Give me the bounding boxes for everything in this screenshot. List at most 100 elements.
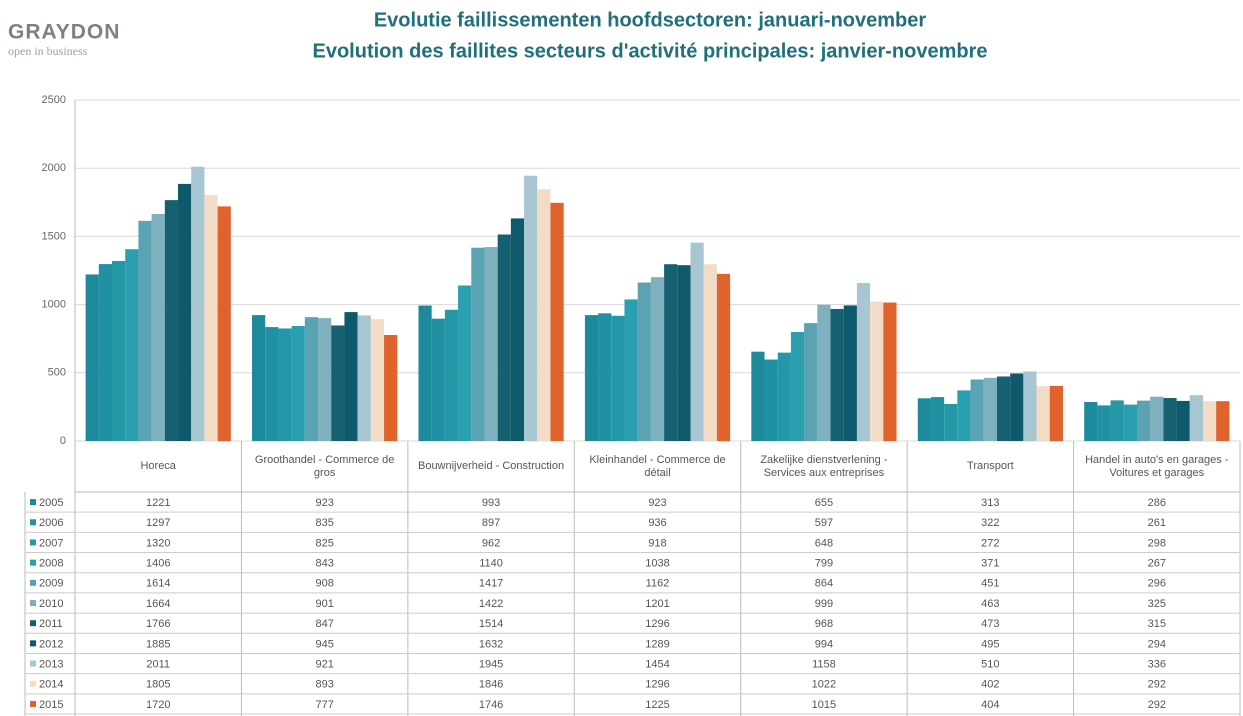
bar xyxy=(471,247,485,441)
y-tick-label: 2500 xyxy=(42,94,66,106)
table-value: 451 xyxy=(981,578,999,590)
legend-label: 2009 xyxy=(39,578,63,590)
bar xyxy=(151,214,165,441)
table-value: 1746 xyxy=(479,699,503,711)
x-tick-label: Bouwnijverheid - Construction xyxy=(417,460,565,472)
legend-label: 2008 xyxy=(39,558,63,570)
table-value: 901 xyxy=(315,598,333,610)
table-value: 463 xyxy=(981,598,999,610)
bar xyxy=(318,318,332,441)
bar xyxy=(1123,404,1137,441)
bar xyxy=(178,183,192,442)
table-value: 999 xyxy=(815,598,833,610)
table-value: 1162 xyxy=(646,578,670,590)
bar xyxy=(524,175,538,441)
bar xyxy=(484,247,498,441)
x-tick-label-box: Zakelijke dienstverlening - Services aux… xyxy=(760,453,888,479)
y-tick-label: 1500 xyxy=(42,230,66,242)
table-value: 1805 xyxy=(146,679,170,691)
bar xyxy=(703,264,717,441)
bar xyxy=(764,359,778,441)
bar xyxy=(1150,396,1164,441)
table-value: 968 xyxy=(815,618,833,630)
x-tick-label: Groothandel - Commerce de gros xyxy=(254,453,395,479)
table-value: 267 xyxy=(1148,558,1166,570)
table-value: 336 xyxy=(1148,658,1166,670)
bar xyxy=(1023,371,1037,441)
bar xyxy=(164,200,179,441)
bar xyxy=(497,234,511,441)
bar xyxy=(817,304,831,441)
table-value: 1297 xyxy=(146,517,170,529)
table-value: 893 xyxy=(315,679,333,691)
bar xyxy=(444,309,459,441)
bar xyxy=(804,323,818,441)
legend-label: 2006 xyxy=(39,517,63,529)
table-value: 1632 xyxy=(479,638,503,650)
table-value: 1221 xyxy=(146,497,170,509)
table-value: 404 xyxy=(981,699,999,711)
legend-swatch xyxy=(30,640,36,647)
table-value: 322 xyxy=(981,517,999,529)
bar xyxy=(265,327,279,441)
table-value: 286 xyxy=(1148,497,1166,509)
table-value: 296 xyxy=(1148,578,1166,590)
x-tick-label: Zakelijke dienstverlening - Services aux… xyxy=(760,453,888,479)
table-value: 597 xyxy=(815,517,833,529)
table-value: 648 xyxy=(815,537,833,549)
bar xyxy=(1176,400,1190,441)
table-value: 1406 xyxy=(146,558,170,570)
table-value: 1296 xyxy=(645,618,669,630)
y-tick-label: 2000 xyxy=(42,162,66,174)
legend-label: 2012 xyxy=(39,638,63,650)
table-value: 1422 xyxy=(479,598,503,610)
table-value: 2011 xyxy=(146,658,170,670)
bar xyxy=(983,377,997,441)
table-value: 315 xyxy=(1148,618,1166,630)
x-tick-label-box: Bouwnijverheid - Construction xyxy=(417,460,565,472)
table-value: 1614 xyxy=(146,578,170,590)
table-value: 313 xyxy=(981,497,999,509)
y-tick-label: 1000 xyxy=(42,299,66,311)
table-value: 1514 xyxy=(479,618,503,630)
bar xyxy=(217,206,231,441)
bar xyxy=(830,308,844,441)
legend-label: 2007 xyxy=(39,537,63,549)
legend-swatch xyxy=(30,700,36,707)
bar xyxy=(291,326,305,441)
legend-swatch xyxy=(30,539,36,546)
bar xyxy=(1097,405,1111,441)
legend-swatch xyxy=(30,620,36,627)
bar xyxy=(1189,395,1203,441)
bar xyxy=(550,202,564,441)
table-value: 936 xyxy=(648,517,666,529)
bar xyxy=(957,390,971,441)
table-value: 1766 xyxy=(146,618,170,630)
x-tick-label: Horeca xyxy=(140,460,176,472)
table-value: 1022 xyxy=(812,679,836,691)
table-value: 835 xyxy=(315,517,333,529)
bar xyxy=(370,319,385,441)
bar xyxy=(1049,385,1063,441)
table-value: 843 xyxy=(315,558,333,570)
table-value: 1417 xyxy=(479,578,503,590)
chart-title: Evolution des faillites secteurs d'activ… xyxy=(313,40,988,62)
table-value: 908 xyxy=(315,578,333,590)
bar xyxy=(624,299,638,441)
bar xyxy=(930,397,945,441)
legend-swatch xyxy=(30,680,36,687)
table-value: 1945 xyxy=(479,658,503,670)
bar xyxy=(751,351,765,441)
bar xyxy=(690,242,704,441)
legend-label: 2010 xyxy=(39,598,63,610)
bar xyxy=(384,335,398,441)
table-value: 897 xyxy=(482,517,500,529)
table-value: 510 xyxy=(981,658,999,670)
table-value: 847 xyxy=(315,618,333,630)
bar xyxy=(191,166,205,442)
bar xyxy=(1036,386,1050,441)
table-value: 921 xyxy=(315,658,333,670)
table-value: 1720 xyxy=(146,699,170,711)
bar xyxy=(996,376,1011,441)
bar xyxy=(458,285,472,441)
